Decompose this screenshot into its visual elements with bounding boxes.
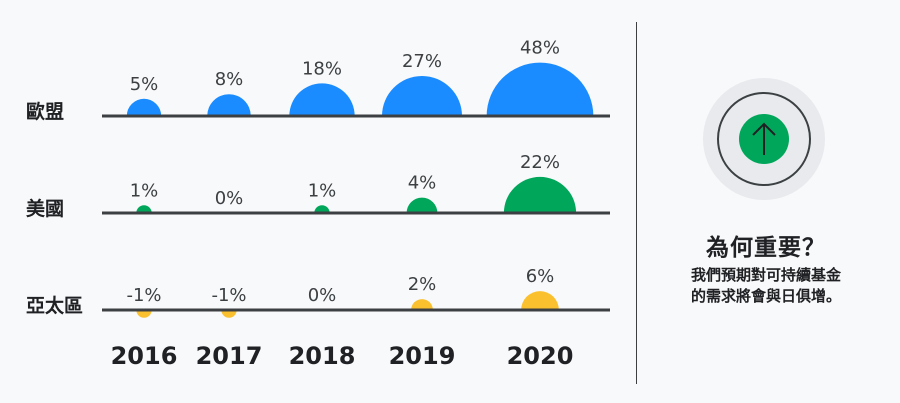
data-label: 8% <box>215 69 244 90</box>
x-tick-label: 2019 <box>389 342 456 370</box>
data-label: 1% <box>308 180 337 201</box>
bubble-mark <box>136 310 152 318</box>
bubble-mark <box>411 299 433 310</box>
vertical-divider <box>636 22 637 384</box>
note-title: 為何重要？ <box>706 235 826 261</box>
bubble-mark <box>207 94 251 116</box>
data-label: 6% <box>526 266 555 287</box>
bubble-mark <box>521 291 559 310</box>
bubble-mark <box>221 310 237 318</box>
bubble-mark <box>503 176 577 213</box>
x-tick-label: 2016 <box>111 342 178 370</box>
row-label: 亞太區 <box>26 294 83 317</box>
badge-circle <box>739 114 789 164</box>
bubble-mark <box>381 75 463 116</box>
bubble-mark <box>289 83 355 116</box>
x-tick-label: 2018 <box>289 342 356 370</box>
note-body: 我們預期對可持續基金 的需求將會與日俱增。 <box>660 265 872 307</box>
data-label: 22% <box>520 152 560 173</box>
bubble-mark <box>486 62 594 116</box>
bubble-chart: 歐盟 5% 8% 18% 27% 48% 美國 1% 0% 1% 4% 22% 亞太區 -1% -1% 0% 2… <box>26 38 610 370</box>
data-label: 27% <box>402 51 442 72</box>
bubble-mark <box>136 205 152 213</box>
data-label: 0% <box>215 188 244 209</box>
bubble-mark <box>314 205 330 213</box>
data-label: -1% <box>211 285 246 306</box>
note-body-line: 我們預期對可持續基金 <box>690 266 841 284</box>
data-label: 4% <box>408 173 437 194</box>
bubble-mark <box>406 197 438 213</box>
badge-ring <box>717 92 811 186</box>
x-tick-label: 2017 <box>196 342 263 370</box>
note-body-line: 的需求將會與日俱增。 <box>690 287 841 305</box>
data-label: 0% <box>308 285 337 306</box>
row-label: 美國 <box>26 197 64 220</box>
data-label: -1% <box>126 285 161 306</box>
badge <box>703 78 825 200</box>
data-label: 2% <box>408 274 437 295</box>
bubble-mark <box>126 98 162 116</box>
arrow-up-icon <box>752 122 776 155</box>
data-label: 48% <box>520 38 560 59</box>
data-label: 5% <box>130 74 159 95</box>
row-label: 歐盟 <box>26 100 64 123</box>
x-tick-label: 2020 <box>507 342 574 370</box>
data-label: 1% <box>130 180 159 201</box>
data-label: 18% <box>302 58 342 79</box>
